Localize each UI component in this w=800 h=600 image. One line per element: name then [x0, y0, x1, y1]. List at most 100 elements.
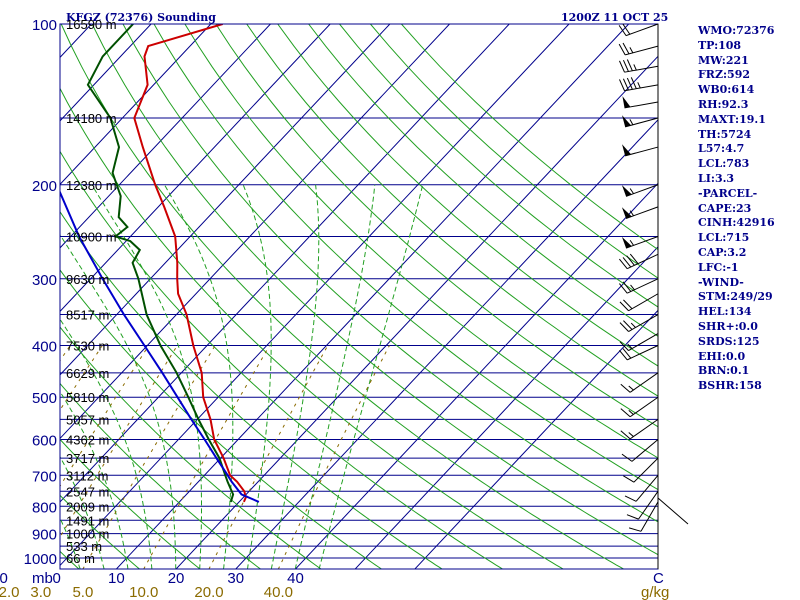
dry-adiabat — [153, 24, 658, 491]
height-label: 10900 m — [66, 229, 117, 244]
pressure-tick-label: 600 — [32, 433, 57, 450]
pressure-tick-label: 500 — [32, 390, 57, 407]
dry-adiabat — [91, 24, 658, 556]
dry-adiabat — [60, 150, 504, 569]
dry-adiabat — [60, 494, 141, 569]
chart-frame — [59, 23, 659, 570]
parcel-profile-group — [60, 189, 260, 503]
mixing-ratio-label: 20.0 — [194, 584, 223, 600]
stat-line: FRZ:592 — [698, 68, 751, 82]
height-label: 12380 m — [66, 178, 117, 193]
wind-barb — [626, 490, 659, 520]
temperature-profile-group — [133, 24, 247, 503]
height-label: 66 m — [66, 551, 95, 566]
wind-barb — [619, 345, 659, 361]
moist-adiabat — [60, 390, 129, 569]
wind-barb — [619, 59, 659, 73]
moist-adiabat — [0, 185, 9, 570]
pressure-tick-label: 900 — [32, 527, 57, 544]
height-label: 7530 m — [66, 339, 109, 354]
wind-barb — [624, 474, 659, 502]
dry-adiabat — [60, 269, 383, 569]
chart-profiles — [60, 24, 260, 503]
dry-adiabat — [60, 24, 625, 569]
moist-adiabat — [60, 318, 153, 569]
isotherm-line — [60, 24, 331, 313]
stat-line: LCL:783 — [698, 157, 750, 171]
stat-line: LI:3.3 — [698, 171, 735, 185]
dewpoint-profile — [86, 24, 235, 503]
mixing-ratio-line — [60, 345, 103, 411]
pressure-tick-label: 700 — [32, 468, 57, 485]
pressure-tick-label: 1000 — [24, 551, 57, 568]
parcel-profile — [60, 189, 260, 503]
height-label: 9630 m — [66, 272, 109, 287]
wind-barb — [619, 253, 659, 270]
station-title: KFGZ (72376) Sounding — [66, 11, 216, 24]
dry-adiabat — [339, 24, 658, 308]
mixing-ratio-line — [208, 345, 329, 569]
wind-barb — [619, 293, 659, 312]
dry-adiabat — [370, 24, 658, 279]
height-label: 2009 m — [66, 499, 109, 514]
height-label: 4362 m — [66, 433, 109, 448]
height-label: 5057 m — [66, 412, 109, 427]
stat-line: TH:5724 — [698, 127, 752, 141]
dry-adiabat — [277, 24, 658, 367]
isotherm-line — [115, 24, 630, 569]
stat-line: BSHR:158 — [698, 379, 762, 393]
height-label: 5810 m — [66, 390, 109, 405]
wind-barb — [620, 372, 659, 393]
mixing-ratio-label: 3.0 — [30, 584, 51, 600]
temperature-tick-label: 20 — [168, 570, 185, 587]
isotherm-line — [235, 119, 658, 569]
wind-barb — [621, 184, 659, 197]
stat-line: MAXT:19.1 — [698, 112, 766, 126]
dry-adiabat — [215, 24, 658, 428]
stat-line: MW:221 — [698, 53, 749, 67]
pressure-tick-label: 100 — [32, 17, 57, 34]
stat-line: -WIND- — [698, 275, 744, 289]
temperature-tick-label: 0 — [52, 570, 60, 587]
wind-barb — [622, 115, 659, 128]
sounding-index-panel: WMO:72376 TP:108 MW:221 FRZ:592 WB0:614 RH:92… — [698, 24, 798, 394]
wind-barb — [618, 23, 659, 37]
wind-barb — [628, 501, 659, 532]
mixing-ratio-label: 5.0 — [72, 584, 93, 600]
stat-line: L57:4.7 — [698, 142, 745, 156]
height-label: 8517 m — [66, 308, 109, 323]
stat-line: CAPE:23 — [698, 201, 752, 215]
dry-adiabat — [122, 24, 658, 523]
stat-line: BRN:0.1 — [698, 364, 750, 378]
moist-adiabat — [164, 184, 234, 569]
wind-barb — [620, 396, 659, 418]
moist-adiabat — [294, 184, 376, 569]
stat-line: WMO:72376 — [698, 24, 775, 37]
temperature-tick-label: -10 — [0, 570, 8, 587]
wind-barb — [622, 96, 659, 109]
stat-line: RH:92.3 — [698, 97, 749, 111]
stat-line: SRDS:125 — [698, 334, 760, 348]
isotherm-line — [0, 24, 32, 569]
wet-bulb-curve — [0, 24, 7, 558]
wind-barb — [619, 314, 659, 332]
mixing-ratio-unit-label: g/kg — [641, 584, 669, 600]
stat-line: LCL:715 — [698, 231, 750, 245]
mixing-ratio-line — [0, 346, 6, 570]
moist-adiabat — [60, 455, 105, 569]
stat-line: -PARCEL- — [698, 186, 758, 200]
stat-line: EHI:0.0 — [698, 349, 746, 363]
temperature-tick-label: 10 — [108, 570, 125, 587]
stat-line: WB0:614 — [698, 83, 755, 97]
isotherm-line — [60, 24, 391, 376]
mixing-ratio-line — [143, 345, 271, 569]
moist-adiabat — [242, 184, 272, 569]
temperature-tick-label: 40 — [287, 570, 304, 587]
height-label: 533 m — [66, 539, 102, 554]
valid-time: 1200Z 11 OCT 25 — [561, 11, 668, 24]
isotherm-line — [60, 24, 152, 122]
isotherm-line — [60, 24, 271, 249]
dry-adiabat — [60, 438, 201, 569]
stat-line: SHR+:0.0 — [698, 319, 758, 333]
stat-line: TP:108 — [698, 38, 742, 52]
